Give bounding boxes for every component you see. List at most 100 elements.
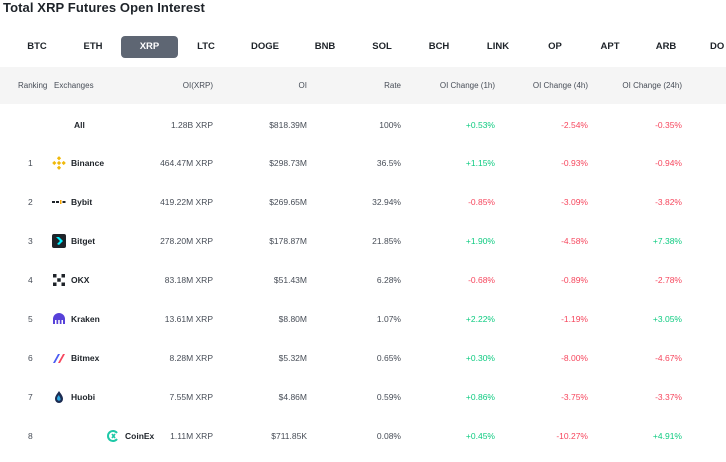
table-row: 5 Kraken 13.61M XRP $8.80M 1.07% +2.22% … <box>0 300 726 339</box>
oi-cell: $51.43M <box>273 275 307 285</box>
tab-eth[interactable]: ETH <box>83 41 103 52</box>
page-title: Total XRP Futures Open Interest <box>3 0 205 15</box>
table-row: 1 Binance 464.47M XRP $298.73M 36.5% +1.… <box>0 144 726 183</box>
exchange-cell[interactable]: CoinEx <box>106 417 166 456</box>
header-oi-xrp[interactable]: OI(XRP) <box>182 81 213 90</box>
header-oi-change-1h[interactable]: OI Change (1h) <box>439 81 495 90</box>
coinex-icon <box>106 429 120 443</box>
oi-cell: $8.80M <box>278 314 307 324</box>
oi-xrp-cell: 1.28B XRP <box>170 120 213 130</box>
change-4h-cell: -10.27% <box>556 431 588 441</box>
oi-cell: $711.85K <box>271 431 307 441</box>
change-1h-cell: +0.45% <box>465 431 495 441</box>
rank-cell: 7 <box>28 392 33 402</box>
rate-cell: 0.59% <box>376 392 401 402</box>
header-ranking: Ranking <box>18 81 48 90</box>
change-24h-cell: +7.38% <box>652 236 682 246</box>
change-1h-cell: +0.30% <box>465 353 495 363</box>
tab-bnb[interactable]: BNB <box>314 41 336 52</box>
coin-tabs: BTC ETH XRP LTC DOGE BNB SOL BCH LINK OP… <box>0 36 726 58</box>
change-24h-cell: -3.37% <box>655 392 682 402</box>
change-1h-cell: +2.22% <box>465 314 495 324</box>
tab-ltc[interactable]: LTC <box>197 41 215 52</box>
header-oi[interactable]: OI <box>298 81 307 90</box>
binance-icon <box>52 155 66 170</box>
table-row: 2 Bybit 419.22M XRP $269.65M 32.94% -0.8… <box>0 183 726 222</box>
kraken-icon <box>52 312 66 326</box>
exchange-cell[interactable]: Kraken <box>52 300 192 339</box>
oi-xrp-cell: 1.11M XRP <box>170 431 213 441</box>
exchange-name: CoinEx <box>125 431 155 441</box>
change-1h-cell: +1.90% <box>465 236 495 246</box>
change-4h-cell: -8.00% <box>561 353 588 363</box>
rate-cell: 1.07% <box>376 314 401 324</box>
rank-cell: 6 <box>28 353 33 363</box>
change-4h-cell: -2.54% <box>561 120 588 130</box>
rate-cell: 21.85% <box>372 236 401 246</box>
change-24h-cell: +3.05% <box>652 314 682 324</box>
oi-cell: $298.73M <box>269 158 307 168</box>
oi-xrp-cell: 8.28M XRP <box>169 353 213 363</box>
tab-do[interactable]: DO <box>710 41 725 52</box>
exchange-cell[interactable]: Binance <box>52 144 192 183</box>
tab-apt[interactable]: APT <box>600 41 620 52</box>
oi-cell: $178.87M <box>269 236 307 246</box>
oi-cell: $4.86M <box>278 392 307 402</box>
exchange-cell[interactable]: OKX <box>52 261 192 300</box>
table-header: Ranking Exchanges OI(XRP) OI Rate OI Cha… <box>0 67 726 104</box>
tab-op[interactable]: OP <box>548 41 562 52</box>
tab-xrp[interactable]: XRP <box>121 36 178 58</box>
oi-xrp-cell: 83.18M XRP <box>164 275 213 285</box>
exchange-name: Bitmex <box>71 353 100 363</box>
rank-cell: 2 <box>28 197 33 207</box>
table-row: 3 Bitget 278.20M XRP $178.87M 21.85% +1.… <box>0 222 726 261</box>
exchange-name: Huobi <box>71 392 96 402</box>
oi-xrp-cell: 7.55M XRP <box>169 392 213 402</box>
change-24h-cell: -0.94% <box>655 158 682 168</box>
header-oi-change-24h[interactable]: OI Change (24h) <box>622 81 682 90</box>
tab-btc[interactable]: BTC <box>27 41 47 52</box>
rate-cell: 32.94% <box>372 197 401 207</box>
oi-xrp-cell: 13.61M XRP <box>164 314 213 324</box>
tab-doge[interactable]: DOGE <box>251 41 279 52</box>
change-4h-cell: -0.93% <box>561 158 588 168</box>
exchange-cell[interactable]: Bybit <box>52 183 192 222</box>
header-oi-change-4h[interactable]: OI Change (4h) <box>532 81 588 90</box>
rate-cell: 100% <box>379 120 401 130</box>
bitget-icon <box>52 233 66 248</box>
change-24h-cell: -3.82% <box>655 197 682 207</box>
rank-cell <box>28 106 40 145</box>
exchange-cell[interactable]: Huobi <box>52 378 192 417</box>
rate-cell: 6.28% <box>376 275 401 285</box>
change-24h-cell: -0.35% <box>655 120 682 130</box>
exchange-cell[interactable]: Bitget <box>52 222 192 261</box>
change-24h-cell: +4.91% <box>652 431 682 441</box>
tab-arb[interactable]: ARB <box>655 41 677 52</box>
exchange-name: Kraken <box>71 314 100 324</box>
tab-link[interactable]: LINK <box>486 41 510 52</box>
oi-cell: $269.65M <box>269 197 307 207</box>
oi-xrp-cell: 278.20M XRP <box>160 236 213 246</box>
exchange-cell[interactable]: Bitmex <box>52 339 192 378</box>
exchange-name: Bybit <box>71 197 93 207</box>
rank-cell: 5 <box>28 314 33 324</box>
okx-icon <box>52 273 66 287</box>
tab-bch[interactable]: BCH <box>428 41 450 52</box>
change-1h-cell: +0.86% <box>465 392 495 402</box>
rate-cell: 0.65% <box>376 353 401 363</box>
header-rate[interactable]: Rate <box>384 81 401 90</box>
change-4h-cell: -3.75% <box>561 392 588 402</box>
tab-sol[interactable]: SOL <box>372 41 392 52</box>
huobi-icon <box>52 390 66 404</box>
exchange-name: Binance <box>71 158 105 168</box>
rate-cell: 0.08% <box>376 431 401 441</box>
rank-cell: 8 <box>28 431 33 441</box>
table-row: 4 OKX 83.18M XRP $51.43M 6.28% -0.68% -0… <box>0 261 726 300</box>
change-4h-cell: -1.19% <box>561 314 588 324</box>
table-row: 7 Huobi 7.55M XRP $4.86M 0.59% +0.86% -3… <box>0 378 726 417</box>
change-4h-cell: -3.09% <box>561 197 588 207</box>
oi-cell: $5.32M <box>278 353 307 363</box>
exchange-name: OKX <box>71 275 90 285</box>
oi-xrp-cell: 419.22M XRP <box>160 197 213 207</box>
table-row: 6 Bitmex 8.28M XRP $5.32M 0.65% +0.30% -… <box>0 339 726 378</box>
